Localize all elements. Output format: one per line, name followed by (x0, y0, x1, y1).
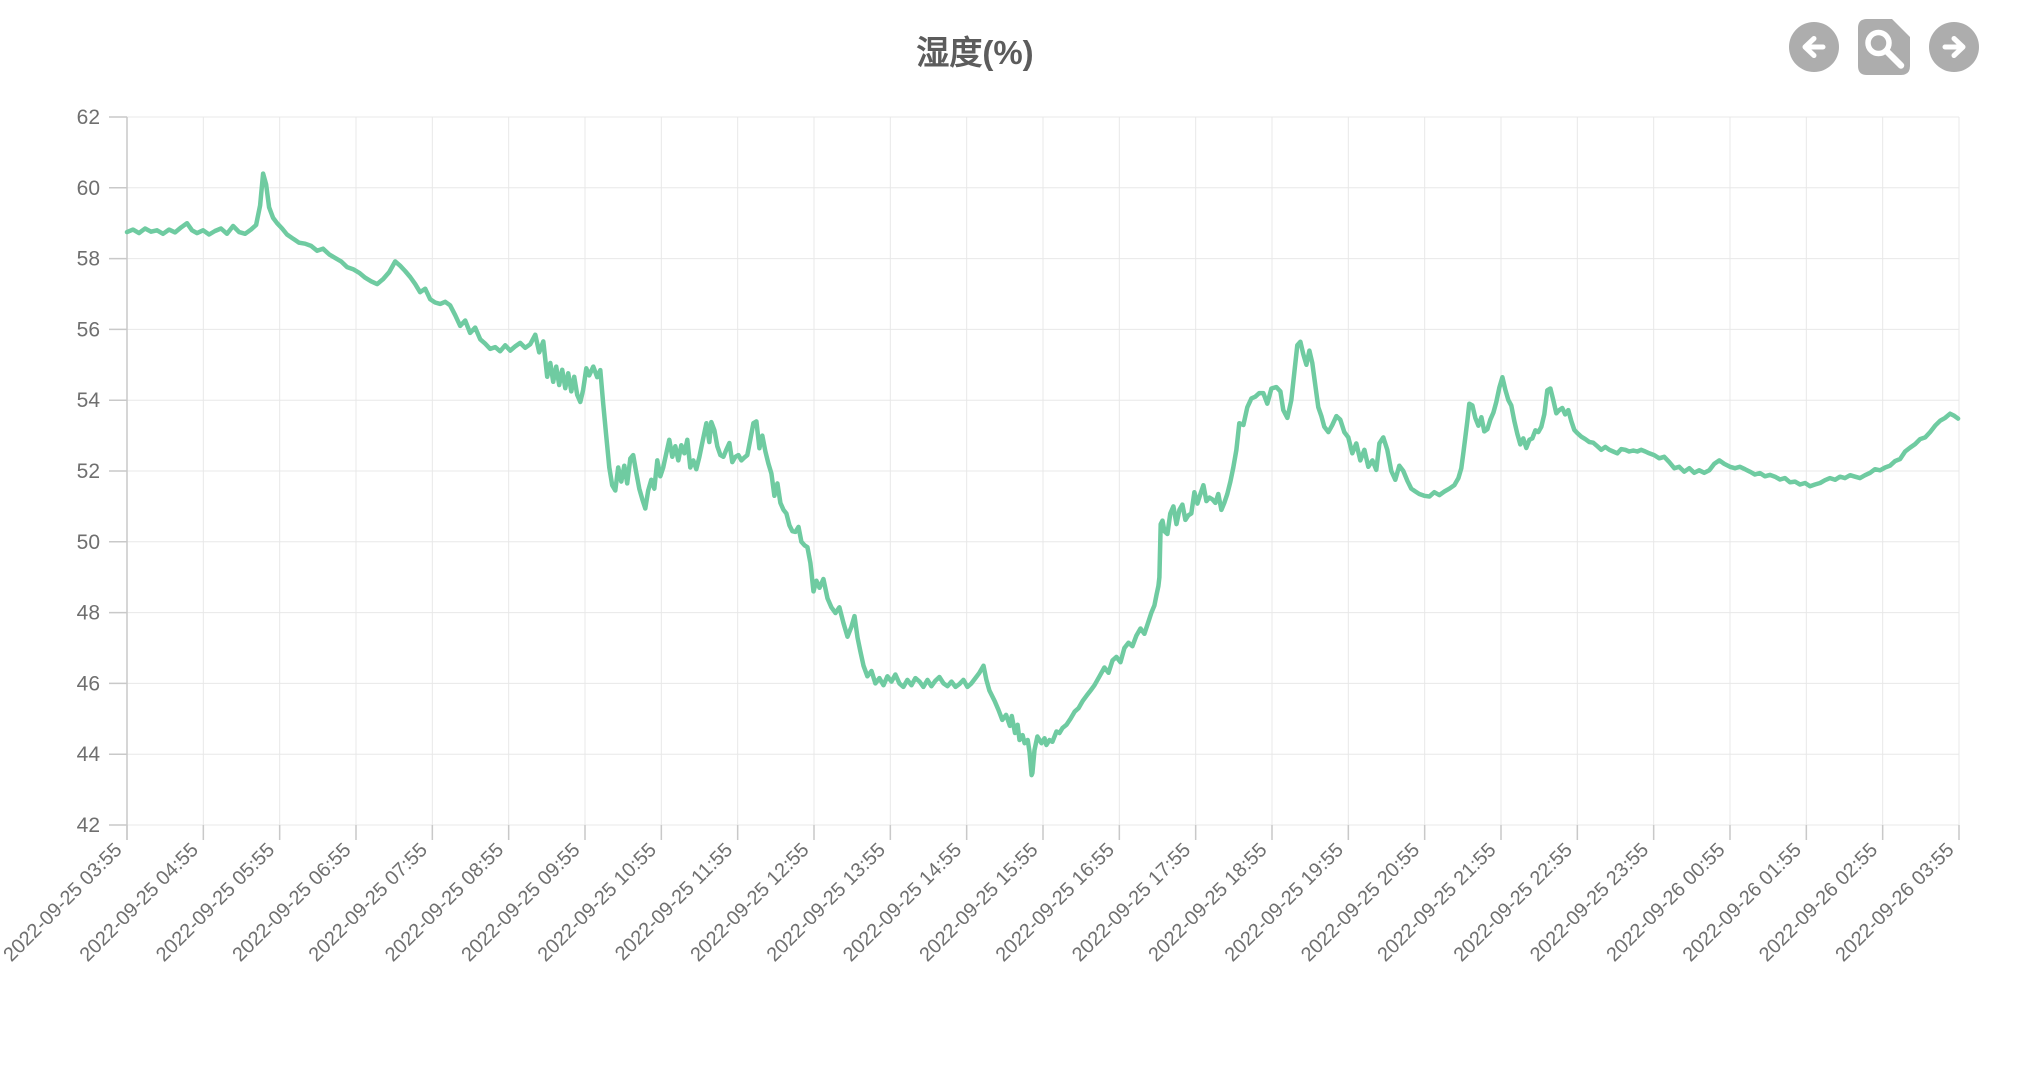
zoom-button[interactable] (1857, 18, 1911, 76)
chart-title: 湿度(%) (916, 34, 1034, 71)
y-tick-label: 50 (77, 531, 100, 554)
chart-toolbar (1788, 18, 1980, 76)
pan-left-button[interactable] (1788, 21, 1840, 73)
y-tick-label: 54 (77, 389, 101, 412)
arrow-right-icon (1929, 22, 1979, 72)
magnifier-document-icon (1858, 19, 1910, 75)
grid-lines (126, 116, 1960, 826)
humidity-series-line[interactable] (124, 171, 1961, 778)
y-tick-label: 44 (77, 743, 101, 766)
axes (109, 116, 1960, 840)
y-tick-label: 58 (77, 248, 100, 271)
pan-right-button[interactable] (1928, 21, 1980, 73)
y-tick-label: 52 (77, 460, 100, 483)
arrow-left-icon (1789, 22, 1839, 72)
y-axis-labels: 62 60 58 56 54 52 50 48 46 44 42 (77, 106, 101, 837)
y-tick-label: 56 (77, 318, 100, 341)
y-tick-label: 42 (77, 814, 100, 837)
y-tick-label: 62 (77, 106, 100, 129)
y-tick-label: 46 (77, 672, 100, 695)
y-tick-label: 48 (77, 602, 100, 625)
y-tick-label: 60 (77, 177, 100, 200)
